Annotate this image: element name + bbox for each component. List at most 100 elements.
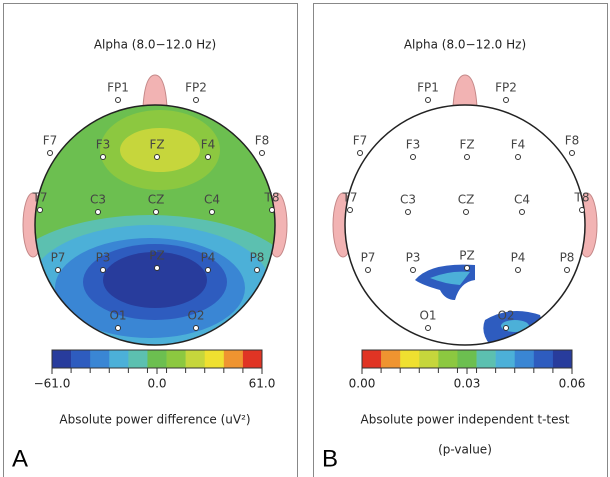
map-title: Alpha (8.0−12.0 Hz) [404,38,526,52]
electrode [100,154,106,160]
head-outline [344,104,586,346]
panel-letter: A [12,445,28,472]
electrode-label: F4 [201,138,216,152]
electrode-label: FP1 [107,81,129,95]
colorbar-label: Absolute power independent t-test [361,413,570,427]
colorbar-swatch [204,350,225,368]
electrode [347,207,353,213]
electrode [410,154,416,160]
electrode [115,97,121,103]
electrode [464,154,470,160]
electrode-label: P7 [51,251,66,265]
electrode [464,265,470,271]
electrode-label: T8 [264,191,280,205]
colorbar-tick-label: −61.0 [34,377,71,391]
electrode [259,150,265,156]
electrode [425,97,431,103]
electrode-label: F7 [353,134,368,148]
electrode [564,267,570,273]
colorbar-swatch [514,350,535,368]
electrode-label: FZ [149,138,164,152]
electrode [100,267,106,273]
map-surface [35,105,275,345]
electrode-label: C4 [514,193,530,207]
electrode-label: O1 [419,309,436,323]
electrode-label: C4 [204,193,220,207]
electrode [154,154,160,160]
nose [142,74,168,108]
colorbar-swatch [109,350,129,368]
colorbar-swatch [419,350,439,368]
electrode-label: F3 [96,138,111,152]
colorbar-tick-label: 61.0 [249,377,276,391]
electrode-label: P3 [96,251,111,265]
electrode-label: F8 [565,134,580,148]
colorbar-swatch [495,350,516,368]
contour [103,252,207,308]
colorbar-swatch [90,350,110,368]
colorbar-label: Absolute power difference (uV²) [59,413,250,427]
electrode-label: FP1 [417,81,439,95]
colorbar-swatch [362,350,382,368]
electrode-label: P4 [511,251,526,265]
electrode-label: O2 [497,309,514,323]
electrode-label: O2 [187,309,204,323]
electrode [193,97,199,103]
electrode [205,154,211,160]
electrode [269,207,275,213]
electrode [47,150,53,156]
panel-letter: B [322,445,338,472]
electrode [425,325,431,331]
electrode [254,267,260,273]
electrode-label: P7 [361,251,376,265]
colorbar-swatch [71,350,91,368]
colorbar-swatch [242,350,263,368]
panel-border [3,3,298,477]
colorbar-tick-label: 0.0 [147,377,166,391]
electrode-label: FZ [459,138,474,152]
electrode [55,267,61,273]
electrode-label: P3 [406,251,421,265]
colorbar-swatch [457,350,477,368]
electrode-label: O1 [109,309,126,323]
colorbar-tick-label: 0.06 [559,377,586,391]
electrode-label: T7 [32,191,48,205]
electrode-label: CZ [148,193,165,207]
electrode [515,267,521,273]
colorbar-swatch [147,350,167,368]
head-outline [34,104,276,346]
electrode-label: F7 [43,134,58,148]
electrode [463,209,469,215]
colorbar-swatch [223,350,244,368]
electrode-label: PZ [459,249,474,263]
electrode [37,207,43,213]
colorbar-swatch [381,350,401,368]
electrode [365,267,371,273]
electrode [95,209,101,215]
colorbar-swatch [128,350,148,368]
electrode [154,265,160,271]
colorbar-swatch [438,350,458,368]
electrode-label: P4 [201,251,216,265]
electrode-label: F8 [255,134,270,148]
electrode [357,150,363,156]
map-surface [345,105,585,345]
electrode [205,267,211,273]
colorbar-swatch [400,350,420,368]
electrode-label: P8 [560,251,575,265]
electrode [193,325,199,331]
electrode-label: C3 [90,193,106,207]
electrode-label: P8 [250,251,265,265]
electrode-label: T7 [342,191,358,205]
electrode [115,325,121,331]
electrode [579,207,585,213]
contour [430,271,470,285]
electrode [519,209,525,215]
colorbar-swatch [52,350,72,368]
electrode-label: C3 [400,193,416,207]
colorbar-swatch [533,350,554,368]
electrode [153,209,159,215]
electrode-label: FP2 [185,81,207,95]
map-title: Alpha (8.0−12.0 Hz) [94,38,216,52]
